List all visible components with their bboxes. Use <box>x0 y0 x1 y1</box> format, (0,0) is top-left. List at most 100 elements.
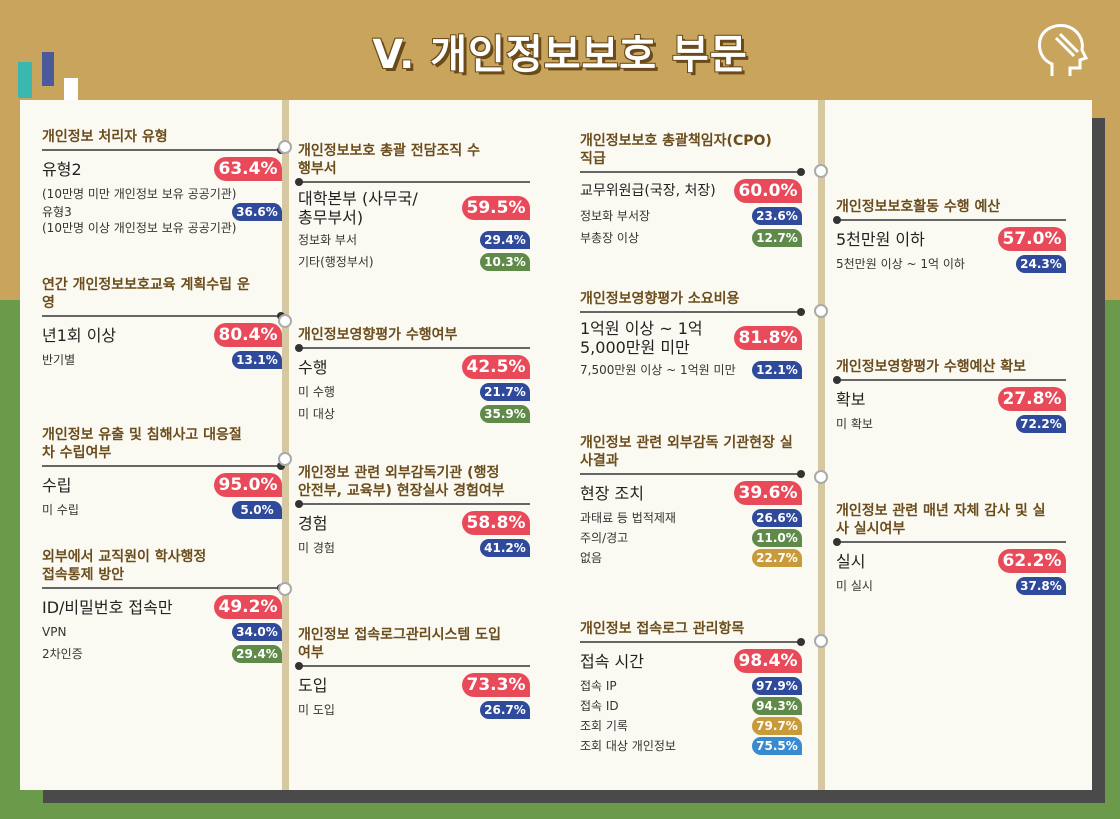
main-label: 실시 <box>836 551 866 571</box>
main-label: 접속 시간 <box>580 651 644 671</box>
section-impact-budget: 개인정보영향평가 수행예산 확보 확보 27.8% 미 확보 72.2% <box>833 358 1066 437</box>
main-pill: 27.8% <box>998 387 1066 411</box>
section-rule <box>295 662 530 670</box>
sub-pill: 41.2% <box>480 539 530 557</box>
section-dedicated-org: 개인정보보호 총괄 전담조직 수행부서 대학본부 (사무국/총무부서) 59.5%… <box>295 142 530 275</box>
sub-pill: 36.6% <box>232 203 282 221</box>
section-heading: 개인정보 접속로그관리시스템 도입여부 <box>298 627 501 661</box>
section-rule <box>42 312 285 320</box>
main-pill: 49.2% <box>214 595 282 619</box>
main-pill: 73.3% <box>462 673 530 697</box>
section-impact-eval: 개인정보영향평가 수행여부 수행 42.5% 미 수행 21.7% 미 대상 35.9… <box>295 326 530 427</box>
timeline-node <box>814 470 828 484</box>
section-rule <box>295 178 530 186</box>
sub-label: 미 수립 <box>42 503 79 517</box>
sub-label: 부총장 이상 <box>580 231 640 245</box>
sub-pill: 29.4% <box>232 645 282 663</box>
main-label: 확보 <box>836 389 866 409</box>
section-rule <box>295 344 530 352</box>
section-heading: 개인정보 유출 및 침해사고 대응절차 수립여부 <box>42 427 242 461</box>
section-rule <box>42 462 285 470</box>
sub-label: 미 경험 <box>298 541 335 555</box>
deco-bar-white <box>64 78 78 100</box>
section-external-audit: 개인정보 관련 외부감독기관 (행정안전부, 교육부) 현장실사 경험여부 경험… <box>295 464 530 561</box>
sub-pill: 23.6% <box>752 207 802 225</box>
page-title: V. 개인정보보호 부문 <box>372 32 748 78</box>
sub-label: 2차인증 <box>42 647 83 661</box>
main-pill: 58.8% <box>462 511 530 535</box>
sub-pill: 29.4% <box>480 231 530 249</box>
section-rule <box>580 308 805 316</box>
main-pill: 42.5% <box>462 355 530 379</box>
section-rule <box>833 376 1066 384</box>
section-heading: 개인정보보호활동 수행 예산 <box>836 199 1001 215</box>
section-heading: 개인정보영향평가 소요비용 <box>580 291 740 307</box>
sub-pill: 22.7% <box>752 549 802 567</box>
sub-label: 없음 <box>580 551 603 565</box>
sub-label: 미 실시 <box>836 579 873 593</box>
sub-label: 과태료 등 법적제재 <box>580 511 676 525</box>
section-audit-result: 개인정보 관련 외부감독 기관현장 실사결과 현장 조치 39.6% 과태료 등 … <box>580 434 805 571</box>
section-log-system: 개인정보 접속로그관리시스템 도입여부 도입 73.3% 미 도입 26.7% <box>295 626 530 723</box>
sub-label: 정보화 부서 <box>298 233 358 247</box>
section-processor-type: 개인정보 처리자 유형 유형2 63.4% (10만명 미만 개인정보 보유 공공… <box>42 128 285 237</box>
sub-pill: 11.0% <box>752 529 802 547</box>
sub-label: 유형3 <box>42 205 72 219</box>
sub-label: 미 확보 <box>836 417 873 431</box>
main-label: 5천만원 이하 <box>836 229 925 249</box>
main-label: 수행 <box>298 357 328 377</box>
timeline-node <box>278 314 292 328</box>
main-label: 현장 조치 <box>580 483 644 503</box>
section-rule <box>580 638 805 646</box>
main-label: 경험 <box>298 513 328 533</box>
sub-label: 미 도입 <box>298 703 335 717</box>
main-pill: 95.0% <box>214 473 282 497</box>
section-rule <box>580 470 805 478</box>
sub-label: 주의/경고 <box>580 531 629 545</box>
timeline-left <box>282 100 289 790</box>
section-rule <box>833 216 1066 224</box>
timeline-node <box>278 452 292 466</box>
main-pill: 62.2% <box>998 549 1066 573</box>
sub-pill: 21.7% <box>480 383 530 401</box>
sub-label: 조회 대상 개인정보 <box>580 739 676 753</box>
section-rule <box>42 146 285 154</box>
sub-pill: 35.9% <box>480 405 530 423</box>
main-note: (10만명 미만 개인정보 보유 공공기관) <box>42 187 237 201</box>
head-thinking-icon <box>1030 20 1092 86</box>
main-pill: 39.6% <box>734 481 802 505</box>
section-edu-plan: 연간 개인정보보호교육 계획수립 운영 년1회 이상 80.4% 반기별 13.1% <box>42 276 285 373</box>
sub-label: 정보화 부서장 <box>580 209 651 223</box>
main-pill: 80.4% <box>214 323 282 347</box>
section-rule <box>295 500 530 508</box>
sub-pill: 75.5% <box>752 737 802 755</box>
deco-bar-navy <box>42 52 54 86</box>
section-heading: 개인정보 접속로그 관리항목 <box>580 621 745 637</box>
timeline-right <box>818 100 825 790</box>
sub-label: 7,500만원 이상 ~ 1억원 미만 <box>580 363 736 377</box>
timeline-node <box>814 634 828 648</box>
section-heading: 개인정보 관련 외부감독기관 (행정안전부, 교육부) 현장실사 경험여부 <box>298 465 505 499</box>
sub-pill: 79.7% <box>752 717 802 735</box>
section-cpo-rank: 개인정보보호 총괄책임자(CPO) 직급 교무위원급(국장, 처장) 60.0% … <box>580 132 805 251</box>
sub-label: 미 대상 <box>298 407 335 421</box>
section-heading: 개인정보영향평가 수행여부 <box>298 327 458 343</box>
main-label: 년1회 이상 <box>42 325 117 345</box>
sub-pill: 24.3% <box>1016 255 1066 273</box>
timeline-node <box>814 164 828 178</box>
sub-pill: 12.1% <box>752 361 802 379</box>
sub-pill: 97.9% <box>752 677 802 695</box>
timeline-node <box>278 140 292 154</box>
content-panel <box>20 100 1092 790</box>
section-heading: 개인정보 관련 외부감독 기관현장 실사결과 <box>580 435 793 469</box>
sub-pill: 13.1% <box>232 351 282 369</box>
main-pill: 63.4% <box>214 157 282 181</box>
sub-label: 기타(행정부서) <box>298 255 374 269</box>
section-heading: 개인정보 처리자 유형 <box>42 129 168 145</box>
sub-note: (10만명 이상 개인정보 보유 공공기관) <box>42 221 237 235</box>
main-label: 대학본부 (사무국/총무부서) <box>298 189 418 227</box>
sub-pill: 34.0% <box>232 623 282 641</box>
main-pill: 57.0% <box>998 227 1066 251</box>
section-rule <box>833 538 1066 546</box>
sub-pill: 5.0% <box>232 501 282 519</box>
